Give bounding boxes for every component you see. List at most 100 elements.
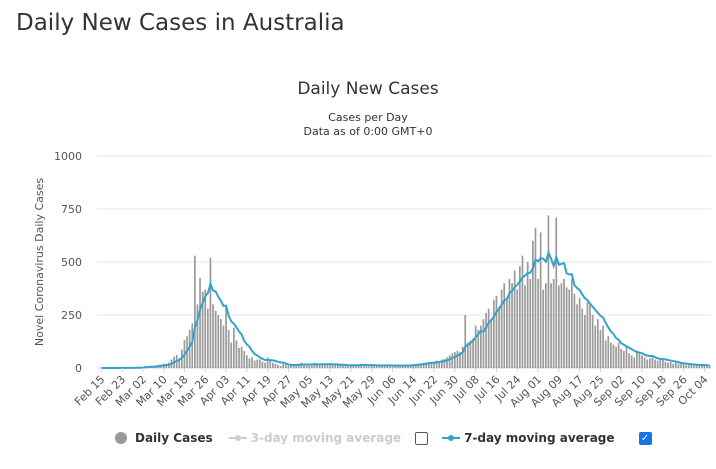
- bar-daily-cases: [357, 365, 360, 368]
- bar-daily-cases: [191, 323, 194, 368]
- bar-daily-cases: [677, 363, 680, 368]
- bar-daily-cases: [422, 362, 425, 368]
- bar-daily-cases: [695, 364, 698, 368]
- bar-daily-cases: [329, 363, 331, 368]
- bar-daily-cases: [352, 365, 355, 368]
- bar-daily-cases: [456, 351, 459, 368]
- bar-daily-cases: [259, 359, 261, 368]
- bar-daily-cases: [230, 342, 233, 368]
- bar-daily-cases: [555, 217, 558, 368]
- bar-daily-cases: [630, 355, 633, 368]
- bar-daily-cases: [246, 355, 248, 368]
- legend-7day-average[interactable]: 7-day moving average: [442, 431, 615, 445]
- bar-daily-cases: [602, 325, 604, 368]
- bar-daily-cases: [584, 315, 586, 368]
- bar-daily-cases: [607, 336, 610, 368]
- bar-daily-cases: [581, 308, 584, 368]
- bar-daily-cases: [604, 340, 607, 368]
- bar-daily-cases: [685, 364, 688, 368]
- bar-daily-cases: [480, 325, 482, 368]
- bar-daily-cases: [277, 364, 279, 368]
- bar-daily-cases: [272, 362, 274, 368]
- bar-daily-cases: [292, 364, 295, 368]
- bar-daily-cases: [305, 365, 308, 368]
- bar-daily-cases: [233, 327, 235, 368]
- bar-daily-cases: [667, 362, 669, 368]
- bar-daily-cases: [407, 365, 409, 368]
- bar-daily-cases: [506, 298, 508, 368]
- y-axis-label: Novel Coronavirus Daily Cases: [33, 178, 46, 346]
- bar-daily-cases: [529, 278, 532, 368]
- bar-daily-cases: [201, 291, 204, 368]
- bar-daily-cases: [656, 360, 659, 368]
- bar-daily-cases: [204, 289, 207, 368]
- bar-daily-cases: [591, 315, 594, 368]
- bar-daily-cases: [409, 364, 412, 368]
- bar-daily-cases: [383, 365, 386, 368]
- bar-daily-cases: [586, 302, 589, 368]
- bar-daily-cases: [209, 257, 212, 368]
- bar-daily-cases: [212, 304, 214, 368]
- bar-daily-cases: [420, 363, 422, 368]
- bar-daily-cases: [560, 283, 563, 368]
- avg3-checkbox[interactable]: [415, 431, 429, 445]
- bar-daily-cases: [672, 363, 675, 368]
- bar-daily-cases: [256, 359, 259, 368]
- chart-title: Daily New Cases: [297, 79, 439, 99]
- bar-daily-cases: [253, 360, 256, 368]
- bar-daily-cases: [446, 357, 448, 368]
- legend-3day-label: 3-day moving average: [250, 431, 402, 445]
- bar-daily-cases: [701, 365, 703, 368]
- bar-daily-cases: [503, 283, 506, 368]
- bar-daily-cases: [693, 365, 695, 368]
- bar-daily-cases: [615, 346, 617, 368]
- bar-daily-cases: [495, 295, 498, 368]
- bar-daily-cases: [664, 361, 667, 368]
- y-tick-label: 500: [61, 256, 82, 269]
- bar-daily-cases: [370, 364, 373, 368]
- bar-daily-cases: [472, 338, 474, 368]
- bar-daily-cases: [324, 365, 326, 368]
- bar-daily-cases: [708, 365, 711, 368]
- bar-daily-cases: [636, 351, 638, 368]
- bar-daily-cases: [264, 362, 266, 368]
- bar-daily-cases: [526, 262, 529, 368]
- y-tick-label: 750: [61, 203, 82, 216]
- y-tick-label: 250: [61, 309, 82, 322]
- bar-daily-cases: [448, 355, 451, 368]
- bar-daily-cases: [623, 351, 625, 368]
- chart-subtitle-1: Cases per Day: [328, 111, 408, 124]
- avg7-checkbox[interactable]: ✓: [638, 431, 652, 445]
- bar-daily-cases: [415, 364, 417, 368]
- bar-daily-cases: [513, 270, 516, 368]
- bar-daily-cases: [214, 310, 217, 368]
- bar-daily-cases: [321, 363, 324, 368]
- bar-daily-cases: [620, 348, 623, 368]
- bar-daily-cases: [295, 364, 298, 368]
- legend-3day-average[interactable]: 3-day moving average: [228, 431, 402, 445]
- bar-daily-cases: [493, 300, 495, 368]
- legend-daily-cases[interactable]: Daily Cases: [115, 431, 213, 445]
- bar-daily-cases: [599, 329, 602, 368]
- bar-daily-cases: [266, 357, 269, 368]
- chart-legend: Daily Cases 3-day moving average 7-day m…: [115, 431, 664, 445]
- bar-daily-cases: [498, 306, 500, 368]
- bar-daily-cases: [646, 359, 649, 368]
- bar-daily-cases: [552, 278, 555, 368]
- page-title: Daily New Cases in Australia: [16, 10, 345, 36]
- bar-daily-cases: [287, 365, 290, 368]
- bar-daily-cases: [638, 353, 641, 368]
- bar-daily-cases: [578, 298, 581, 368]
- bar-daily-cases: [217, 315, 220, 368]
- bar-daily-cases: [688, 364, 690, 368]
- line-marker-icon: [442, 432, 461, 444]
- bar-daily-cases: [537, 278, 539, 368]
- bar-daily-cases: [308, 365, 311, 368]
- bar-daily-cases: [558, 285, 560, 368]
- bar-daily-cases: [654, 359, 656, 368]
- bar-daily-cases: [238, 347, 240, 368]
- bar-daily-cases: [643, 357, 646, 368]
- legend-daily-label: Daily Cases: [135, 431, 213, 445]
- bar-daily-cases: [477, 329, 480, 368]
